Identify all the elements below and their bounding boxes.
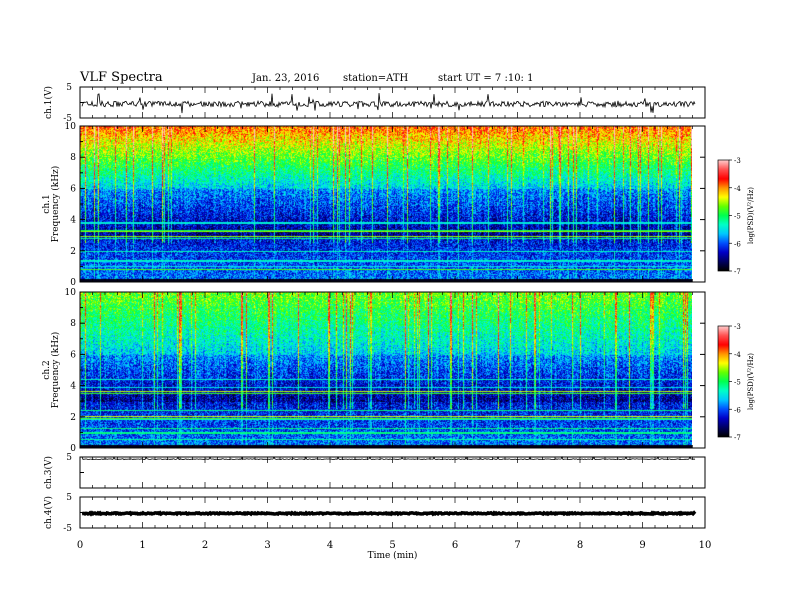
start-ut-label: start UT = 7 :10: 1 bbox=[438, 73, 534, 84]
ytick-label: 6 bbox=[70, 350, 76, 360]
ytick-label: 2 bbox=[70, 413, 76, 423]
ytick-label: 5 bbox=[66, 83, 72, 93]
ytick-label: 5 bbox=[66, 453, 72, 463]
ytick-label: -5 bbox=[63, 114, 72, 124]
y-axis-label: Frequency (kHz) bbox=[50, 332, 61, 409]
ytick-label: 0 bbox=[70, 444, 76, 454]
ch2-spectrogram-canvas bbox=[80, 292, 692, 448]
ytick-label: -5 bbox=[63, 524, 72, 534]
ytick-label: 10 bbox=[65, 288, 77, 298]
colorbar-tick-label: -7 bbox=[734, 268, 741, 276]
xtick-label: 6 bbox=[452, 540, 458, 551]
y-axis-label-channel: ch.1 bbox=[42, 194, 52, 213]
colorbar-tick-label: -3 bbox=[734, 323, 741, 331]
ytick-label: 0 bbox=[70, 278, 76, 288]
colorbar-tick-label: -3 bbox=[734, 157, 741, 165]
colorbar-tick-label: -7 bbox=[734, 434, 741, 442]
ytick-label: 8 bbox=[70, 153, 76, 163]
panel-frame-ch1-spectrogram bbox=[79, 125, 706, 283]
waveform-line-ch4 bbox=[81, 510, 697, 517]
ytick-label: 4 bbox=[70, 216, 76, 226]
xtick-label: 1 bbox=[139, 540, 145, 551]
xtick-label: 2 bbox=[202, 540, 208, 551]
colorbar-frame bbox=[717, 159, 730, 272]
date-label: Jan. 23, 2016 bbox=[252, 73, 320, 84]
colorbar-ch2 bbox=[718, 326, 729, 437]
y-axis-label: ch.4(V) bbox=[43, 496, 54, 529]
colorbar-ch1 bbox=[718, 160, 729, 271]
y-axis-label: ch.1(V) bbox=[43, 86, 54, 119]
xtick-label: 5 bbox=[389, 540, 395, 551]
x-axis-label: Time (min) bbox=[368, 550, 418, 561]
y-axis-label-channel: ch.2 bbox=[42, 360, 52, 379]
xtick-label: 8 bbox=[577, 540, 583, 551]
figure-title: VLF Spectra bbox=[80, 70, 163, 85]
colorbar-tick-label: -6 bbox=[734, 240, 741, 248]
ytick-label: 6 bbox=[70, 184, 76, 194]
xtick-label: 0 bbox=[77, 540, 83, 551]
panel-frame-ch2-spectrogram bbox=[79, 291, 706, 449]
ytick-label: 2 bbox=[70, 247, 76, 257]
xtick-label: 9 bbox=[639, 540, 645, 551]
ytick-label: 10 bbox=[65, 122, 77, 132]
y-axis-label: Frequency (kHz) bbox=[50, 166, 61, 243]
colorbar-tick-label: -4 bbox=[734, 351, 741, 359]
xtick-label: 4 bbox=[327, 540, 333, 551]
colorbar-tick-label: -5 bbox=[734, 379, 741, 387]
ytick-label: 5 bbox=[66, 493, 72, 503]
ytick-label: 8 bbox=[70, 319, 76, 329]
colorbar-tick-label: -6 bbox=[734, 406, 741, 414]
colorbar-label: log(PSD)(V²/Hz) bbox=[747, 187, 755, 244]
ch1-spectrogram-canvas bbox=[80, 126, 692, 282]
xtick-label: 7 bbox=[514, 540, 520, 551]
ytick-label: 4 bbox=[70, 382, 76, 392]
colorbar-tick-label: -5 bbox=[734, 213, 741, 221]
station-label: station=ATH bbox=[343, 73, 409, 84]
xtick-label: 10 bbox=[699, 540, 712, 551]
y-axis-label: ch.3(V) bbox=[43, 456, 54, 489]
colorbar-tick-label: -4 bbox=[734, 185, 741, 193]
colorbar-frame bbox=[717, 325, 730, 438]
waveform-line-ch1 bbox=[81, 93, 696, 114]
colorbar-label: log(PSD)(V²/Hz) bbox=[747, 353, 755, 410]
xtick-label: 3 bbox=[264, 540, 270, 551]
